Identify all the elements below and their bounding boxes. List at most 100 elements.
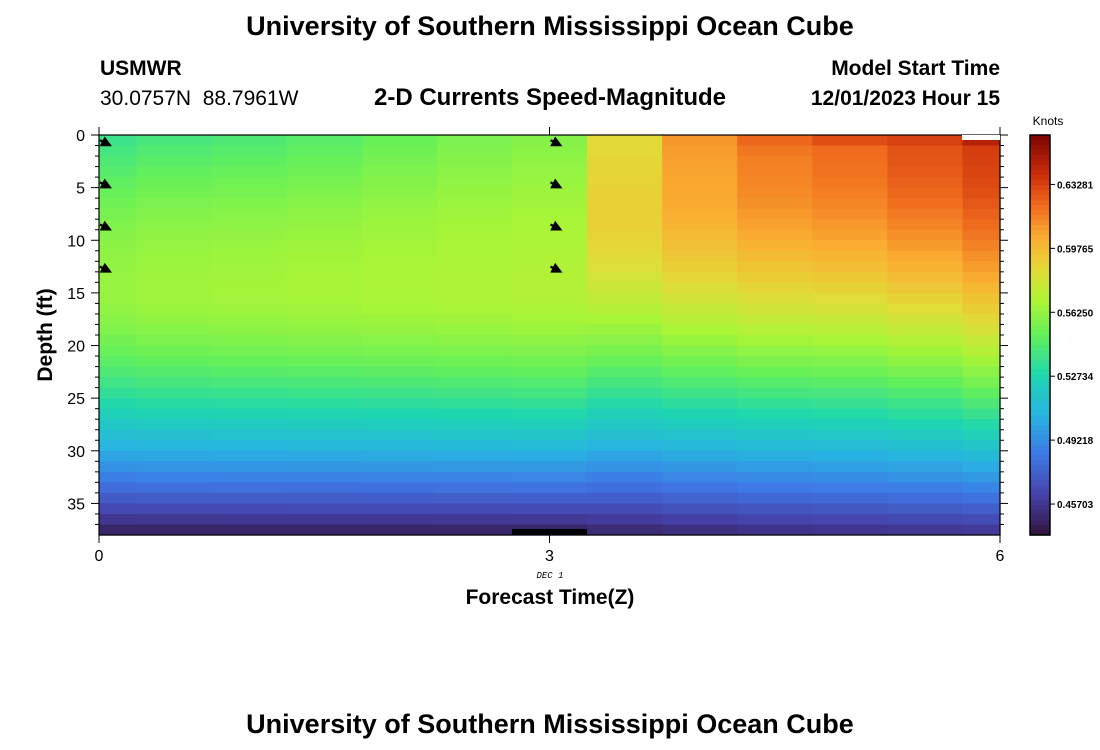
- heatmap-cell: [136, 513, 213, 526]
- colorbar-segment: [1030, 435, 1050, 441]
- heatmap-cell: [812, 219, 888, 231]
- heatmap-cell: [511, 271, 588, 283]
- heatmap-cell: [361, 503, 438, 515]
- colorbar-segment: [1030, 480, 1050, 486]
- heatmap-cell: [737, 229, 813, 241]
- heatmap-cell: [99, 356, 138, 368]
- heatmap-cell: [812, 356, 888, 368]
- heatmap-cell: [887, 145, 964, 157]
- heatmap-cell: [587, 292, 663, 305]
- heatmap-cell: [737, 335, 813, 347]
- heatmap-cell: [587, 387, 663, 399]
- heatmap-cell: [662, 156, 738, 168]
- heatmap-cell: [812, 198, 888, 210]
- heatmap-cell: [211, 503, 288, 515]
- colorbar-frame: [1029, 134, 1051, 536]
- heatmap-cell: [511, 387, 588, 399]
- heatmap-cell: [361, 145, 438, 157]
- heatmap-cell: [361, 271, 438, 283]
- heatmap-cell: [99, 208, 138, 220]
- colorbar-segment: [1030, 460, 1050, 466]
- heatmap-cell: [887, 303, 964, 315]
- colorbar-segment: [1030, 475, 1050, 481]
- heatmap-cell: [737, 503, 813, 515]
- heatmap-cell: [511, 461, 588, 473]
- heatmap-cell: [962, 166, 1001, 178]
- heatmap-cell: [737, 429, 813, 441]
- heatmap-cell: [887, 471, 964, 483]
- heatmap-cell: [511, 366, 588, 378]
- heatmap-cell: [286, 492, 363, 505]
- colorbar-segment: [1030, 500, 1050, 506]
- heatmap-cell: [737, 313, 813, 326]
- heatmap-cell: [511, 250, 588, 262]
- colorbar-segment: [1030, 230, 1050, 236]
- heatmap-cell: [286, 135, 363, 147]
- heatmap-cell: [436, 219, 513, 231]
- heatmap-cell: [136, 240, 213, 252]
- heatmap-cell: [436, 345, 513, 357]
- colorbar-segment: [1030, 200, 1050, 206]
- heatmap-cell: [286, 187, 363, 199]
- colorbar-segment: [1030, 495, 1050, 501]
- heatmap-cell: [587, 419, 663, 431]
- current-vector-arrow: [550, 178, 563, 189]
- colorbar: Knots 0.45703 0.49218 0.52734 0.56250 0.59765…: [1029, 114, 1094, 536]
- chart-title: University of Southern Mississippi Ocean…: [246, 11, 854, 41]
- heatmap-cell: [211, 324, 288, 336]
- heatmap-cell: [812, 303, 888, 315]
- heatmap-cell: [136, 198, 213, 210]
- heatmap-cell: [211, 219, 288, 231]
- heatmap-cell: [887, 461, 964, 473]
- current-vector-arrow: [99, 136, 112, 147]
- heatmap-cell: [99, 313, 138, 326]
- heatmap-cell: [587, 187, 663, 199]
- heatmap-cell: [737, 366, 813, 378]
- heatmap-cell: [662, 271, 738, 283]
- colorbar-segment: [1030, 440, 1050, 446]
- heatmap-cell: [737, 198, 813, 210]
- colorbar-segment: [1030, 355, 1050, 361]
- heatmap-cell: [587, 524, 663, 536]
- heatmap-cell: [587, 303, 663, 315]
- heatmap-cell: [962, 366, 1001, 378]
- heatmap-cell: [211, 335, 288, 347]
- heatmap-cell: [887, 135, 964, 147]
- heatmap-cell: [962, 145, 1001, 157]
- colorbar-segment: [1030, 380, 1050, 386]
- heatmap-cell: [962, 229, 1001, 241]
- heatmap-cell: [286, 156, 363, 168]
- model-start-label: Model Start Time: [831, 57, 1000, 80]
- colorbar-segment: [1030, 280, 1050, 286]
- heatmap-cell: [737, 261, 813, 273]
- heatmap-cell: [436, 450, 513, 462]
- heatmap-cell: [812, 482, 888, 494]
- colorbar-segment: [1030, 430, 1050, 436]
- heatmap-cell: [737, 145, 813, 157]
- colorbar-tick-label: 0.52734: [1057, 372, 1094, 383]
- colorbar-segment: [1030, 285, 1050, 291]
- heatmap-cell: [99, 524, 138, 536]
- heatmap-cell: [211, 261, 288, 273]
- heatmap-cell: [361, 261, 438, 273]
- heatmap-cell: [136, 482, 213, 494]
- heatmap-cell: [962, 408, 1001, 420]
- heatmap-cell: [286, 513, 363, 526]
- heatmap-cell: [211, 387, 288, 399]
- heatmap-cell: [587, 282, 663, 294]
- colorbar-segment: [1030, 390, 1050, 396]
- colorbar-segment: [1030, 295, 1050, 301]
- heatmap-cell: [211, 177, 288, 189]
- heatmap-cell: [211, 156, 288, 168]
- heatmap-cell: [587, 345, 663, 357]
- station-coords: 30.0757N 88.7961W: [100, 87, 299, 110]
- heatmap-cell: [361, 219, 438, 231]
- heatmap-cell: [887, 271, 964, 283]
- heatmap-cell: [436, 429, 513, 441]
- heatmap-cell: [737, 187, 813, 199]
- heatmap-cell: [136, 208, 213, 220]
- heatmap-cell: [737, 461, 813, 473]
- heatmap-cell: [136, 429, 213, 441]
- heatmap-cell: [587, 377, 663, 389]
